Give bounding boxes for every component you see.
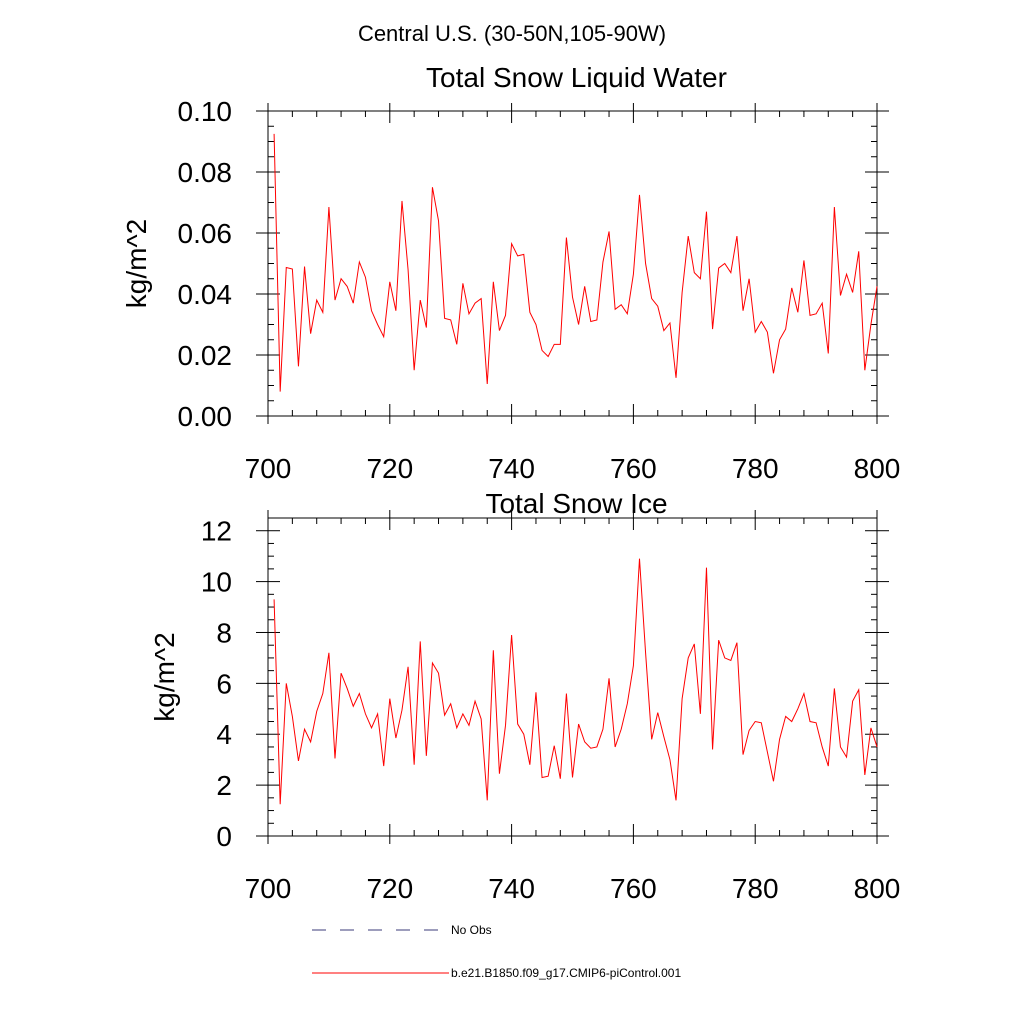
y-ticks: 0 2 4 6 8 10 12 (201, 516, 889, 852)
y-tick-label: 0.02 (178, 340, 233, 371)
legend-label: No Obs (451, 923, 492, 937)
chart-legend: No Obs b.e21.B1850.f09_g17.CMIP6-piContro… (312, 923, 681, 980)
y-tick-label: 6 (216, 668, 232, 699)
y-tick-label: 0.04 (178, 279, 233, 310)
x-tick-label: 700 (245, 873, 292, 904)
x-tick-label: 740 (488, 873, 535, 904)
x-ticks: 700 720 740 760 780 800 (245, 510, 901, 904)
series-line (273, 558, 878, 805)
y-tick-label: 0.08 (178, 157, 233, 188)
x-tick-label: 720 (366, 873, 413, 904)
y-axis-label: kg/m^2 (121, 219, 152, 308)
x-tick-label: 760 (610, 453, 657, 484)
y-tick-label: 0.00 (178, 401, 233, 432)
y-tick-label: 12 (201, 516, 232, 547)
legend-label: b.e21.B1850.f09_g17.CMIP6-piControl.001 (451, 966, 681, 980)
panel-title: Total Snow Liquid Water (426, 62, 727, 93)
y-tick-label: 10 (201, 567, 232, 598)
x-tick-label: 700 (245, 453, 292, 484)
x-tick-label: 760 (610, 873, 657, 904)
x-tick-label: 800 (854, 453, 901, 484)
y-tick-label: 0.06 (178, 218, 233, 249)
legend-item: No Obs (312, 923, 492, 937)
chart-suptitle: Central U.S. (30-50N,105-90W) (358, 21, 666, 46)
panel-2: Total Snow Ice kg/m^2 700 720 740 760 780 800 0 2… (149, 488, 900, 904)
x-tick-label: 780 (732, 873, 779, 904)
y-ticks: 0.00 0.02 0.04 0.06 0.08 0.10 (178, 96, 889, 432)
panel-1: Total Snow Liquid Water kg/m^2 700 720 740 76… (121, 62, 900, 484)
x-tick-label: 780 (732, 453, 779, 484)
y-tick-label: 0.10 (178, 96, 233, 127)
plot-frame (267, 517, 878, 837)
y-tick-label: 2 (216, 770, 232, 801)
series-line (273, 133, 878, 392)
y-tick-label: 8 (216, 617, 232, 648)
x-tick-label: 720 (366, 453, 413, 484)
y-axis-label: kg/m^2 (149, 632, 180, 721)
x-tick-label: 740 (488, 453, 535, 484)
panel-title: Total Snow Ice (485, 488, 667, 519)
legend-item: b.e21.B1850.f09_g17.CMIP6-piControl.001 (312, 966, 681, 980)
y-tick-label: 0 (216, 821, 232, 852)
chart-panels: Total Snow Liquid Water kg/m^2 700 720 740 76… (121, 62, 900, 904)
x-tick-label: 800 (854, 873, 901, 904)
y-tick-label: 4 (216, 719, 232, 750)
x-ticks: 700 720 740 760 780 800 (245, 103, 901, 484)
